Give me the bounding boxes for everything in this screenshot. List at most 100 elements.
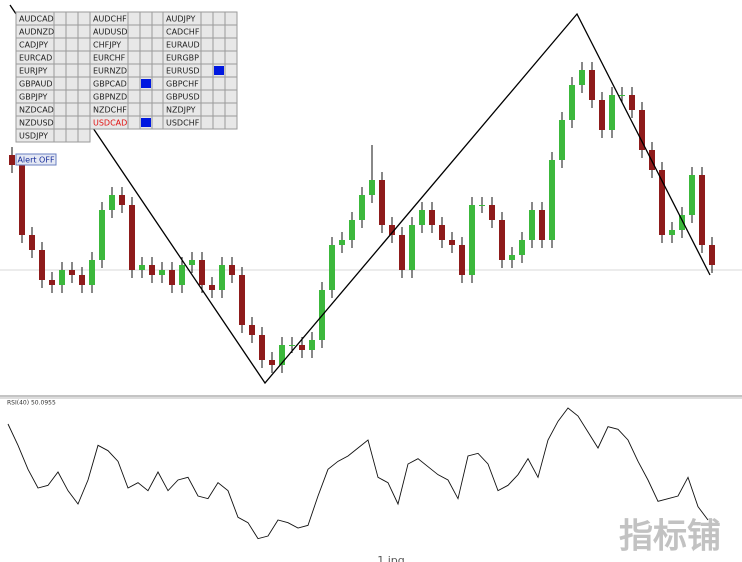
signal-cell xyxy=(224,115,238,130)
signal-cell xyxy=(212,115,226,130)
signal-cell xyxy=(77,11,91,26)
signal-cell xyxy=(151,24,165,39)
symbol-label[interactable]: EURCAD xyxy=(19,54,52,63)
signal-cell xyxy=(65,89,79,104)
signal-cell xyxy=(151,89,165,104)
signal-cell xyxy=(151,11,165,26)
symbol-label[interactable]: NZDUSD xyxy=(19,119,54,128)
signal-cell xyxy=(53,128,67,143)
signal-cell xyxy=(127,50,141,65)
candle-body xyxy=(229,265,235,275)
candle-body xyxy=(259,335,265,360)
symbol-label[interactable]: EURGBP xyxy=(166,54,199,63)
symbol-label[interactable]: NZDCHF xyxy=(93,106,127,115)
candle-body xyxy=(29,235,35,250)
candle-body xyxy=(509,255,515,260)
signal-cell xyxy=(200,115,214,130)
signal-indicator xyxy=(214,66,224,75)
candle-body xyxy=(99,210,105,260)
signal-cell xyxy=(224,11,238,26)
signal-cell xyxy=(139,89,153,104)
signal-cell xyxy=(65,50,79,65)
candle-body xyxy=(159,270,165,275)
signal-cell xyxy=(200,37,214,52)
signal-cell xyxy=(127,63,141,78)
candle-body xyxy=(679,215,685,230)
signal-cell xyxy=(77,115,91,130)
signal-cell xyxy=(77,50,91,65)
signal-cell xyxy=(212,37,226,52)
signal-cell xyxy=(65,115,79,130)
signal-cell xyxy=(151,63,165,78)
signal-cell xyxy=(53,11,67,26)
symbol-label[interactable]: CADCHF xyxy=(166,28,200,37)
symbol-label[interactable]: EURNZD xyxy=(93,67,127,76)
candle-body xyxy=(399,235,405,270)
symbol-label[interactable]: GBPJPY xyxy=(19,93,48,102)
signal-cell xyxy=(139,50,153,65)
candle-body xyxy=(599,100,605,130)
candle-body xyxy=(619,95,625,96)
symbol-label[interactable]: CADJPY xyxy=(19,41,48,50)
symbol-label[interactable]: GBPCAD xyxy=(93,80,127,89)
alert-button-label[interactable]: Alert OFF xyxy=(17,156,54,165)
signal-cell xyxy=(139,24,153,39)
signal-cell xyxy=(127,11,141,26)
symbol-label[interactable]: AUDNZD xyxy=(19,28,54,37)
symbol-label[interactable]: EURCHF xyxy=(93,54,126,63)
signal-cell xyxy=(77,128,91,143)
alert-button[interactable] xyxy=(15,153,57,166)
symbol-label[interactable]: USDCAD xyxy=(93,119,127,128)
signal-cell xyxy=(53,76,67,91)
symbol-label[interactable]: AUDJPY xyxy=(166,15,195,24)
caption: 1.jpg xyxy=(377,554,405,562)
signal-cell xyxy=(127,76,141,91)
signal-cell xyxy=(127,115,141,130)
symbol-label[interactable]: USDCHF xyxy=(166,119,200,128)
signal-cell xyxy=(53,89,67,104)
candle-body xyxy=(339,240,345,245)
candle-body xyxy=(129,205,135,270)
signal-cell xyxy=(212,11,226,26)
signal-cell xyxy=(212,89,226,104)
signal-cell xyxy=(139,102,153,117)
symbol-label[interactable]: EURJPY xyxy=(19,67,47,76)
signal-cell xyxy=(200,63,214,78)
symbol-label[interactable]: GBPAUD xyxy=(19,80,53,89)
zigzag-line xyxy=(9,4,711,385)
signal-cell xyxy=(200,11,214,26)
signal-cell xyxy=(224,76,238,91)
signal-cell xyxy=(77,37,91,52)
signal-cell xyxy=(65,76,79,91)
symbol-label[interactable]: NZDJPY xyxy=(166,106,196,115)
symbol-label[interactable]: GBPCHF xyxy=(166,80,199,89)
symbol-label[interactable]: GBPUSD xyxy=(166,93,200,102)
symbol-label[interactable]: NZDCAD xyxy=(19,106,54,115)
symbol-label[interactable]: EURUSD xyxy=(166,67,200,76)
candle-body xyxy=(109,195,115,210)
candle-body xyxy=(549,160,555,240)
candle-body xyxy=(329,245,335,290)
signal-cell xyxy=(53,37,67,52)
signal-cell xyxy=(77,89,91,104)
candle-body xyxy=(149,265,155,275)
candle-body xyxy=(309,340,315,350)
symbol-label[interactable]: USDJPY xyxy=(19,132,48,141)
signal-cell xyxy=(65,11,79,26)
signal-cell xyxy=(139,63,153,78)
signal-cell xyxy=(127,37,141,52)
symbol-label[interactable]: AUDUSD xyxy=(93,28,128,37)
signal-cell xyxy=(65,102,79,117)
symbol-label[interactable]: CHFJPY xyxy=(93,41,121,50)
signal-cell xyxy=(127,24,141,39)
candle-body xyxy=(489,205,495,220)
signal-cell xyxy=(77,102,91,117)
signal-cell xyxy=(200,24,214,39)
symbol-label[interactable]: GBPNZD xyxy=(93,93,127,102)
symbol-label[interactable]: EURAUD xyxy=(166,41,200,50)
signal-cell xyxy=(77,76,91,91)
symbol-label[interactable]: AUDCHF xyxy=(93,15,127,24)
candle-body xyxy=(469,205,475,275)
candle-body xyxy=(49,280,55,285)
symbol-label[interactable]: AUDCAD xyxy=(19,15,54,24)
